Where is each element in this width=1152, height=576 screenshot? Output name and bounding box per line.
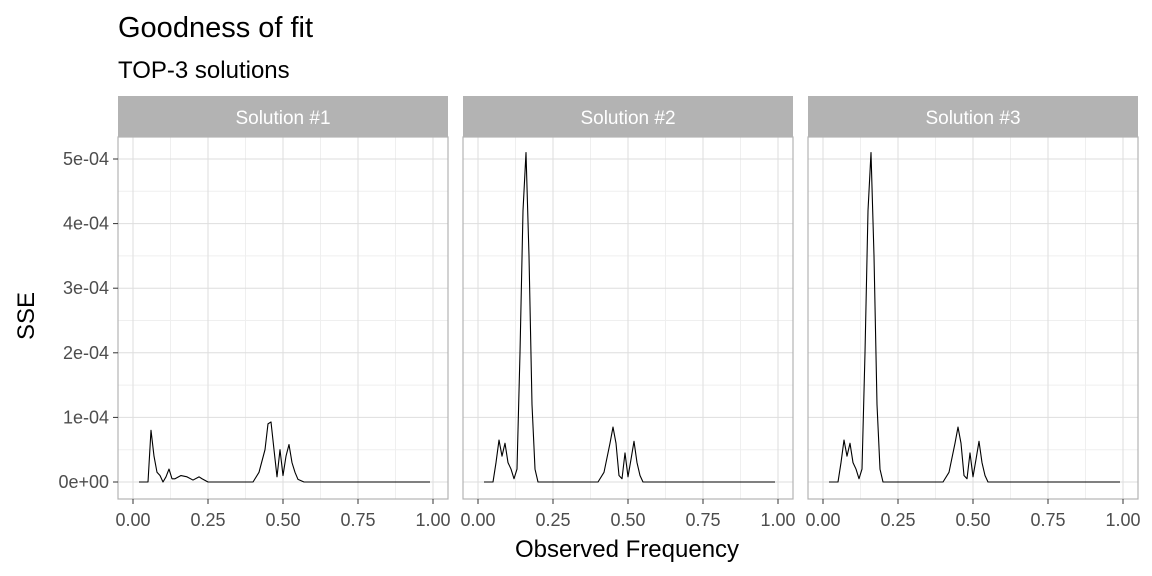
facet-strip: [808, 96, 1138, 137]
x-tick-label: 0.50: [265, 510, 300, 530]
x-tick-label: 0.25: [190, 510, 225, 530]
facet-panel-2: Solution #2 0.00 0.25 0.50 0.75 1.00: [460, 96, 796, 530]
facet-strip: [118, 96, 448, 137]
y-tick-label: 2e-04: [63, 343, 109, 363]
x-tick-label: 0.75: [685, 510, 720, 530]
facet-strip-label: Solution #2: [580, 108, 675, 129]
x-axis-title: Observed Frequency: [515, 536, 739, 563]
facet-strip-label: Solution #3: [925, 108, 1020, 129]
y-tick-label: 5e-04: [63, 149, 109, 169]
x-tick-label: 1.00: [415, 510, 450, 530]
series-line: [484, 151, 775, 483]
series-line: [829, 151, 1120, 483]
x-tick-label: 0.50: [955, 510, 990, 530]
y-axis-title: SSE: [13, 292, 40, 340]
x-tick-label: 0.75: [1030, 510, 1065, 530]
chart-title: Goodness of fit: [118, 12, 313, 44]
y-tick-label: 0e+00: [58, 472, 109, 492]
series-line: [139, 421, 430, 483]
y-tick-label: 3e-04: [63, 278, 109, 298]
x-tick-label: 0.00: [115, 510, 150, 530]
x-tick-label: 0.75: [340, 510, 375, 530]
facet-strip: [463, 96, 793, 137]
x-tick-label: 0.25: [880, 510, 915, 530]
facet-panel-1: Solution #1 0.00 0.25 0.50 0.75 1.00 0e+00 1e-0…: [58, 96, 451, 530]
facet-strip-label: Solution #1: [235, 108, 330, 129]
y-tick-label: 4e-04: [63, 214, 109, 234]
x-tick-label: 0.50: [610, 510, 645, 530]
y-tick-label: 1e-04: [63, 407, 109, 427]
chart-subtitle: TOP-3 solutions: [118, 57, 290, 84]
x-tick-label: 1.00: [760, 510, 795, 530]
x-tick-label: 0.00: [805, 510, 840, 530]
x-tick-label: 0.00: [460, 510, 495, 530]
x-tick-label: 1.00: [1105, 510, 1140, 530]
x-tick-label: 0.25: [535, 510, 570, 530]
facet-panel-3: Solution #3 0.00 0.25 0.50 0.75 1.00: [805, 96, 1141, 530]
